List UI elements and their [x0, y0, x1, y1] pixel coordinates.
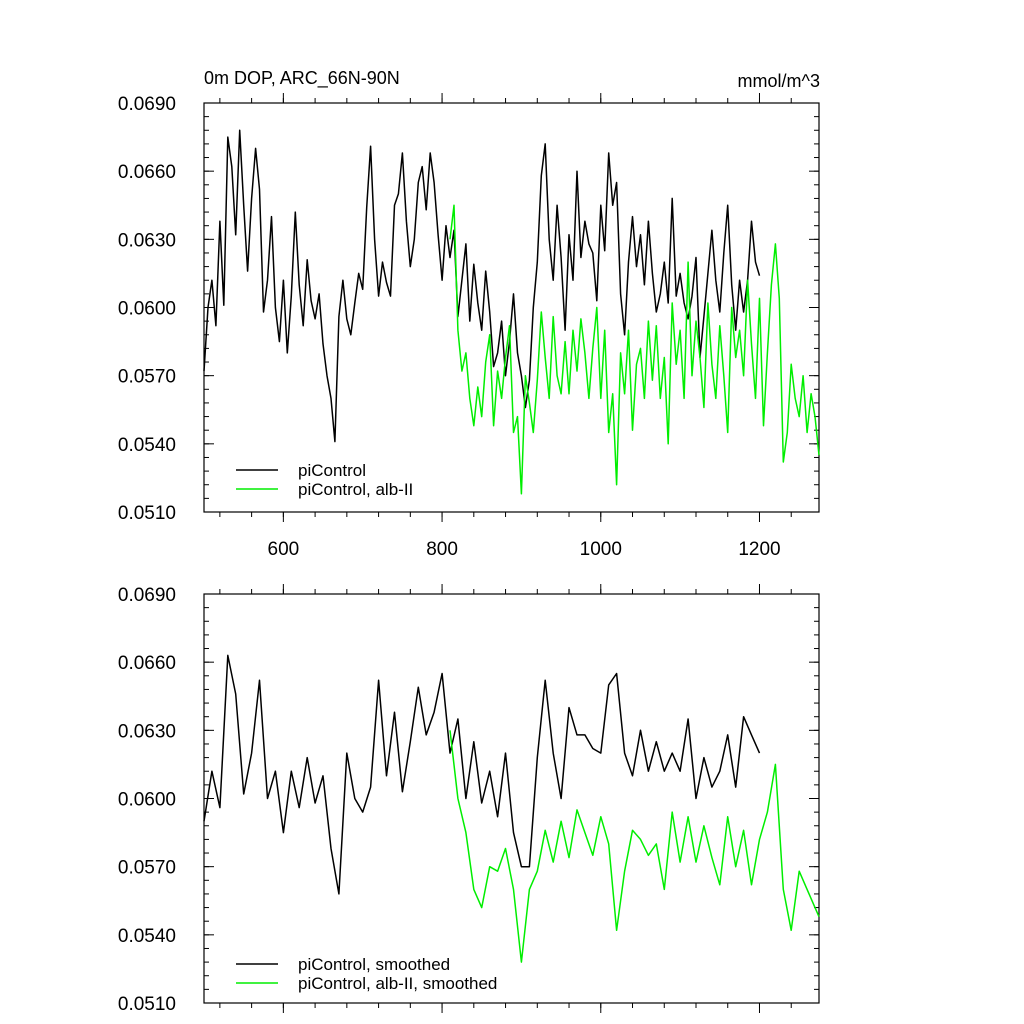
- x-tick-label: 1200: [738, 539, 780, 560]
- y-tick-label: 0.0630: [118, 230, 176, 251]
- series-lines-bottom: [203, 654, 820, 963]
- plot-frame-bottom: [203, 593, 820, 1004]
- chart-title: 0m DOP, ARC_66N-90N: [204, 68, 400, 89]
- axis-ticks-bottom: 0.0510 0.0540 0.0570 0.0600 0.0630 0.0660 0.06…: [118, 584, 819, 1015]
- axis-ticks-top: 0.0510 0.0540 0.0570 0.0600 0.0630 0.0660 0.06…: [118, 93, 819, 560]
- legend-label-picontrol: piControl: [298, 461, 366, 480]
- y-tick-label: 0.0660: [118, 653, 176, 674]
- y-tick-label: 0.0540: [118, 435, 176, 456]
- units-label: mmol/m^3: [738, 71, 820, 91]
- y-tick-label: 0.0570: [118, 367, 176, 388]
- series-line-alb-ii: [449, 204, 820, 495]
- legend-top: piControl piControl, alb-II: [236, 461, 413, 499]
- legend-label-picontrol-smoothed: piControl, smoothed: [298, 955, 450, 974]
- plot-frame-top: [203, 102, 820, 513]
- x-tick-label: 1000: [580, 539, 622, 560]
- x-tick-label: 800: [426, 539, 458, 560]
- series-line-picontrol: [203, 129, 761, 443]
- panel-top: 0m DOP, ARC_66N-90N mmol/m^3 0.0510 0.054…: [118, 68, 820, 560]
- legend-label-alb-ii: piControl, alb-II: [298, 480, 413, 499]
- y-tick-label: 0.0570: [118, 858, 176, 879]
- series-line-alb-ii: [449, 730, 820, 963]
- x-tick-label: 600: [268, 539, 300, 560]
- y-tick-label: 0.0510: [118, 503, 176, 524]
- y-tick-label: 0.0690: [118, 94, 176, 115]
- y-tick-label: 0.0600: [118, 299, 176, 320]
- y-tick-label: 0.0540: [118, 926, 176, 947]
- y-tick-label: 0.0630: [118, 721, 176, 742]
- y-tick-label: 0.0600: [118, 790, 176, 811]
- y-tick-label: 0.0660: [118, 162, 176, 183]
- series-line-picontrol: [203, 654, 761, 895]
- panel-bottom: 0.0510 0.0540 0.0570 0.0600 0.0630 0.0660 0.06…: [118, 584, 820, 1015]
- y-tick-label: 0.0690: [118, 585, 176, 606]
- legend-bottom: piControl, smoothed piControl, alb-II, s…: [236, 955, 497, 993]
- legend-label-alb-ii-smoothed: piControl, alb-II, smoothed: [298, 974, 497, 993]
- y-tick-label: 0.0510: [118, 994, 176, 1015]
- series-lines-top: [203, 129, 820, 495]
